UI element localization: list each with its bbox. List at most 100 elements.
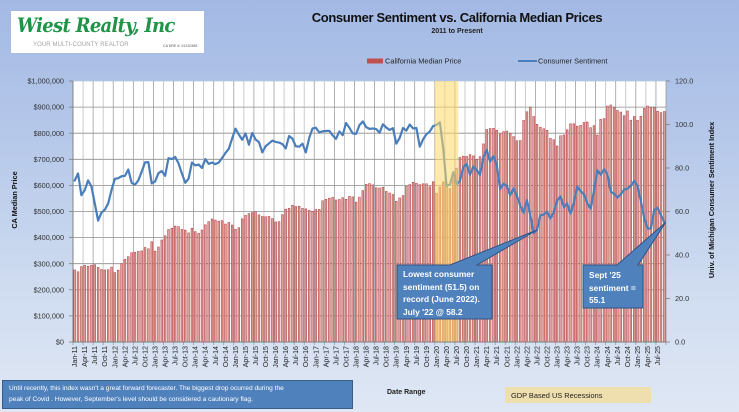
callout-shape: [582, 221, 667, 309]
y-tick-label: $400,000: [34, 233, 64, 242]
company-logo: Wiest Realty, Inc YOUR MULTI-COUNTY REAL…: [11, 11, 204, 53]
price-bar: [204, 224, 207, 343]
callout-line: 55.1: [589, 295, 606, 305]
price-bar: [582, 122, 586, 343]
x-tick-label: Jul-15: [252, 346, 260, 365]
price-bar: [311, 211, 314, 343]
price-bar: [234, 228, 237, 343]
x-axis-title: Date Range: [387, 389, 426, 396]
price-bar: [381, 186, 385, 343]
price-bar: [110, 266, 113, 343]
price-bar: [301, 208, 304, 343]
price-bar: [519, 140, 522, 343]
x-tick-label: Jul-13: [172, 346, 180, 365]
price-bar: [271, 218, 274, 343]
x-tick-label: Apr-15: [242, 346, 250, 367]
logo-tagline: YOUR MULTI-COUNTY REALTOR: [33, 42, 129, 48]
price-bar: [589, 127, 592, 343]
price-bar: [338, 199, 341, 343]
price-bar: [358, 196, 361, 343]
callout-line: sentiment (51.5) on: [403, 281, 480, 292]
price-bar: [328, 197, 331, 343]
legend: California Median Price Consumer Sentime…: [367, 57, 607, 66]
price-bar: [555, 145, 559, 343]
x-tick-label: Oct-22: [543, 346, 551, 367]
price-bar: [586, 121, 589, 343]
price-bar: [505, 130, 509, 343]
x-tick-label: Oct-14: [222, 346, 230, 367]
y-tick-label: $1,000,000: [27, 77, 64, 86]
price-bar: [167, 229, 170, 343]
price-bar: [539, 126, 542, 343]
price-bar: [291, 204, 294, 343]
y-tick-label: $0: [56, 338, 64, 347]
callout-line: Lowest consumer: [403, 269, 475, 279]
y2-axis-title: Univ. of Michigan Consumer Sentiment Ind…: [707, 122, 716, 278]
price-bar: [284, 208, 287, 343]
x-tick-label: Oct-21: [503, 346, 511, 367]
price-bar: [636, 120, 639, 343]
price-bar: [281, 214, 284, 343]
x-tick-label: Jul-23: [574, 346, 582, 365]
price-bar: [217, 220, 220, 343]
price-bar: [344, 198, 348, 343]
y2-tick-label: 100.0: [675, 120, 693, 129]
price-bar: [592, 125, 596, 343]
price-bar: [147, 248, 150, 343]
price-bar: [100, 269, 103, 343]
price-bar: [663, 111, 666, 343]
logo-license: CA DRE #: 01310385: [163, 44, 198, 48]
x-tick-label: Apr-25: [644, 346, 652, 367]
price-bar: [177, 226, 180, 343]
price-bar: [107, 269, 110, 343]
price-bar: [331, 197, 334, 343]
x-tick-label: Oct-24: [624, 346, 632, 367]
x-tick-label: Apr-16: [282, 346, 290, 367]
price-bar: [184, 229, 187, 343]
price-bar: [371, 184, 375, 343]
price-bar: [241, 218, 244, 343]
x-tick-label: Jul-12: [131, 346, 139, 365]
x-tick-label: Apr-21: [483, 346, 491, 367]
price-bar: [542, 128, 545, 343]
price-bar: [579, 125, 582, 343]
x-tick-label: Jan-20: [433, 346, 441, 368]
callout-line: sentiment =: [589, 282, 636, 293]
y2-tick-label: 60.0: [675, 207, 689, 216]
x-tick-label: Oct-11: [101, 346, 109, 367]
price-bar: [137, 251, 140, 343]
x-tick-label: Jul-21: [493, 346, 501, 365]
price-bar: [368, 183, 371, 343]
price-bar: [261, 216, 264, 343]
price-bar: [83, 264, 86, 343]
price-bar: [254, 211, 257, 343]
price-bar: [565, 129, 569, 343]
price-bar: [656, 111, 659, 343]
price-bar: [529, 106, 532, 343]
price-bar: [160, 239, 163, 343]
x-tick-label: Apr-24: [604, 346, 612, 367]
price-bar: [572, 123, 576, 343]
x-tick-label: Jan-17: [312, 346, 320, 368]
callouts: [396, 221, 667, 320]
price-bar: [197, 233, 200, 343]
x-tick-label: Apr-12: [121, 346, 129, 367]
price-bar: [314, 209, 318, 343]
price-bar: [385, 191, 388, 343]
price-bar: [127, 256, 130, 343]
y2-tick-label: 40.0: [675, 251, 689, 260]
price-bar: [297, 206, 301, 343]
price-bar: [569, 123, 572, 343]
price-bar: [596, 134, 599, 343]
price-bar: [277, 221, 281, 343]
x-tick-label: Jan-13: [151, 346, 159, 368]
price-bar: [153, 250, 157, 343]
price-bar: [559, 135, 562, 343]
price-bar: [576, 125, 579, 343]
x-tick-label: Jan-16: [272, 346, 280, 368]
x-tick-label: Apr-19: [403, 346, 411, 367]
y-tick-label: $300,000: [34, 259, 64, 268]
price-bar: [80, 266, 83, 343]
x-tick-label: Jul-20: [453, 346, 461, 365]
